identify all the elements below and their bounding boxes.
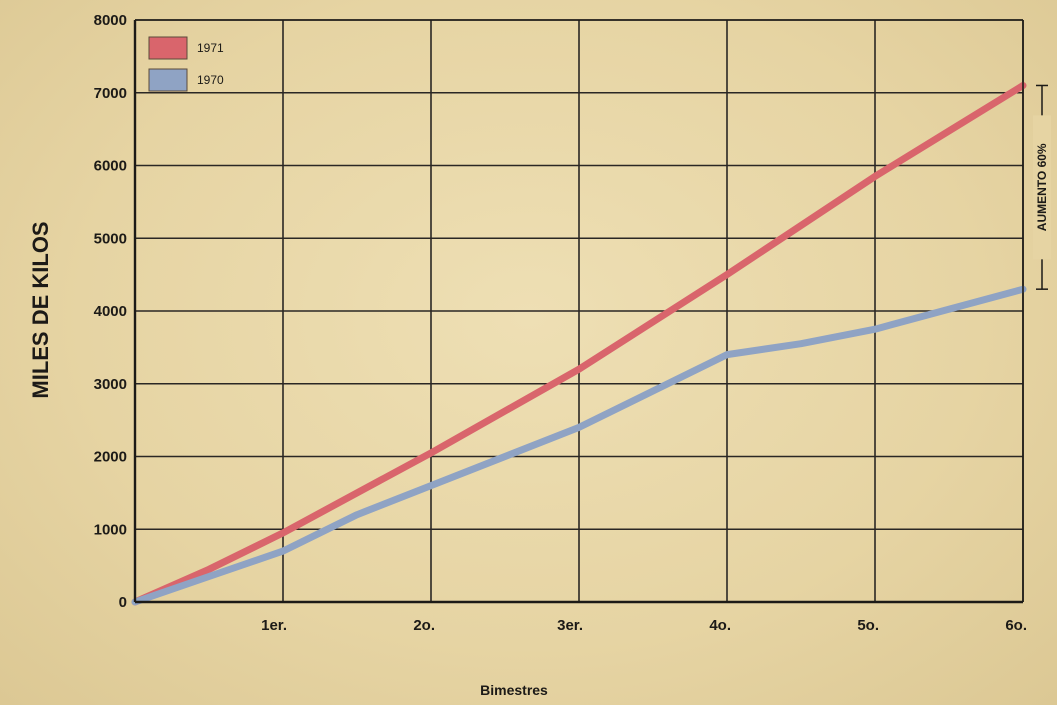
y-tick-label: 4000 <box>94 303 127 320</box>
x-tick-label: 1er. <box>261 617 287 634</box>
annotation-label: AUMENTO 60% <box>1035 143 1049 231</box>
y-tick-label: 2000 <box>94 449 127 466</box>
series-line-1970 <box>131 285 1027 606</box>
annotation-label-bg <box>1033 115 1051 260</box>
legend-swatch-1970 <box>148 68 188 92</box>
y-tick-label: 0 <box>119 594 127 611</box>
series-line-1971 <box>131 82 1027 606</box>
x-tick-label: 2o. <box>413 617 435 634</box>
y-tick-label: 3000 <box>94 376 127 393</box>
legend-label-1970: 1970 <box>197 73 224 87</box>
y-tick-label: 8000 <box>94 12 127 29</box>
y-tick-label: 7000 <box>94 85 127 102</box>
legend-swatch-1971 <box>148 36 188 60</box>
x-axis-label: Bimestres <box>480 682 548 698</box>
x-tick-label: 3er. <box>557 617 583 634</box>
y-tick-label: 5000 <box>94 230 127 247</box>
legend-label-1971: 1971 <box>197 41 224 55</box>
y-tick-label: 1000 <box>94 521 127 538</box>
y-axis-label: MILES DE KILOS <box>28 221 53 398</box>
x-tick-label: 5o. <box>857 617 879 634</box>
y-tick-label: 6000 <box>94 158 127 175</box>
x-tick-label: 6o. <box>1005 617 1027 634</box>
x-tick-label: 4o. <box>709 617 731 634</box>
